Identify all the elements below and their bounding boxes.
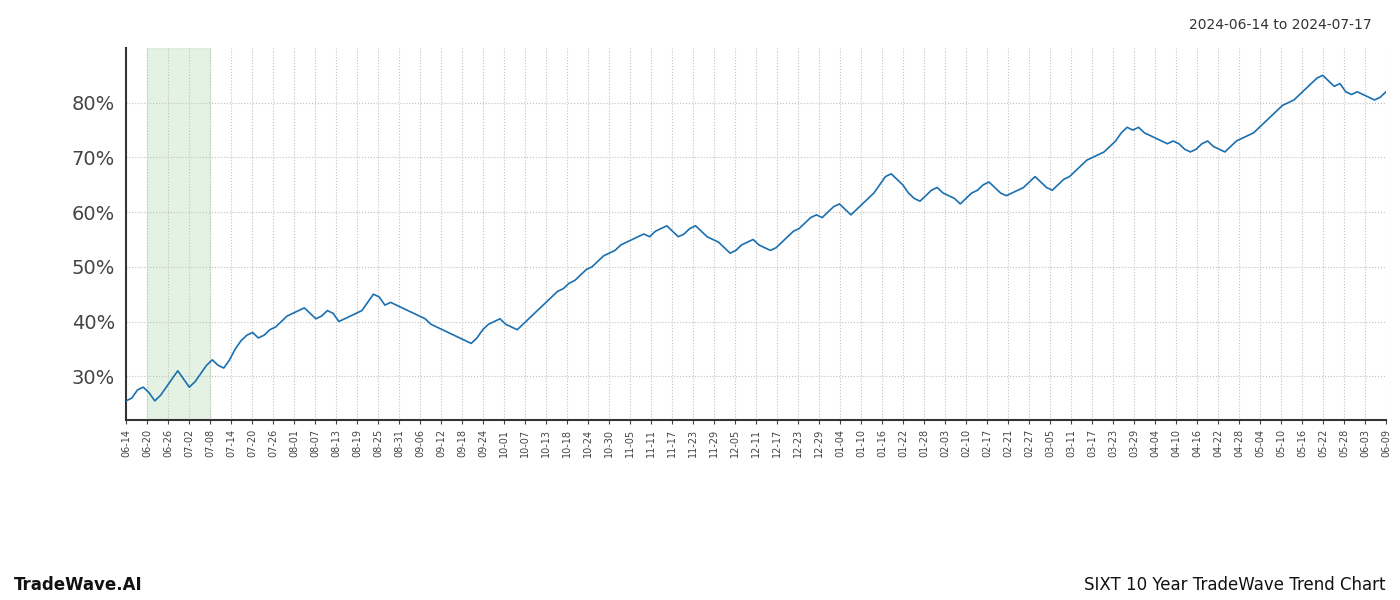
Text: TradeWave.AI: TradeWave.AI — [14, 576, 143, 594]
Text: SIXT 10 Year TradeWave Trend Chart: SIXT 10 Year TradeWave Trend Chart — [1085, 576, 1386, 594]
Text: 2024-06-14 to 2024-07-17: 2024-06-14 to 2024-07-17 — [1190, 18, 1372, 32]
Bar — [147, 48, 210, 420]
